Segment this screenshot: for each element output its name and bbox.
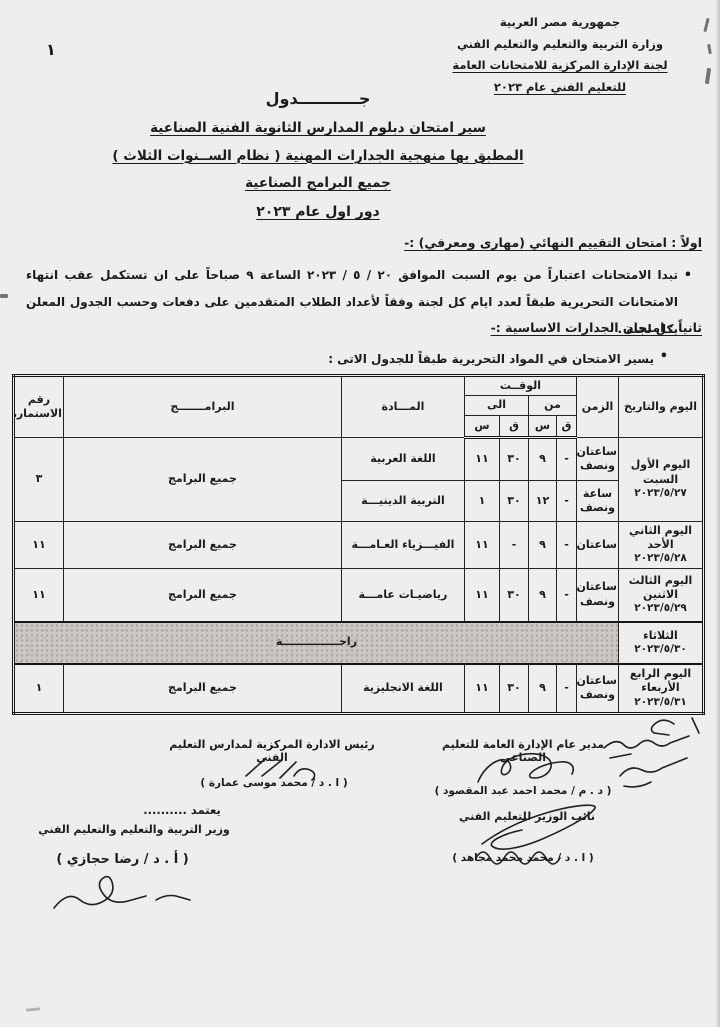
handwritten-signature-minister — [53, 875, 191, 909]
to-minutes-cell: ٣٠ — [499, 663, 529, 714]
col-header-from-minutes: ق — [556, 415, 577, 439]
handwritten-signature-director — [477, 752, 575, 783]
from-minutes-cell: - — [556, 568, 577, 622]
col-header-form-number: رقم الاستمارة — [12, 375, 64, 438]
to-hours-cell: ١١ — [463, 437, 501, 481]
col-header-subject: المـــادة — [340, 375, 465, 438]
title-line-programs: جميع البرامج الصناعية — [245, 175, 391, 192]
duration-cell: ساعتان — [576, 521, 619, 569]
day-date-cell: اليوم الثاني الأحد ٢٠٢٣/٥/٢٨ — [618, 521, 704, 569]
day-date-cell: اليوم الثالث الاثنين ٢٠٢٣/٥/٢٩ — [618, 568, 704, 622]
from-hours-cell: ١٢ — [528, 480, 557, 522]
col-header-to-hours: س — [463, 415, 501, 439]
title-schedule-word: جـــــــــــدول — [265, 89, 371, 108]
duration-cell: ساعتان ونصف — [576, 437, 619, 481]
scan-artifact — [0, 294, 8, 298]
handwritten-signature-amara — [245, 757, 316, 781]
signature-name-megahed: ( ا . د / محمد محمد مجاهد ) — [452, 852, 594, 864]
to-hours-cell: ١١ — [463, 568, 501, 622]
to-hours-cell: ١١ — [463, 521, 501, 569]
programs-cell: جميع البرامج — [62, 568, 342, 622]
day-date-cell: اليوم الرابع الأربعاء ٢٠٢٣/٥/٣١ — [618, 663, 704, 714]
from-minutes-cell: - — [556, 437, 577, 481]
day-date-cell: الثلاثاء ٢٠٢٣/٥/٣٠ — [618, 620, 704, 665]
form-number-cell: ٣ — [12, 437, 64, 522]
letterhead-ministry: وزارة التربية والتعليم والتعليم الفني — [456, 36, 664, 51]
col-header-time: الوقــت — [463, 375, 578, 396]
letterhead-year: للتعليم الفني عام ٢٠٢٣ — [493, 79, 627, 94]
form-number-cell: ١ — [12, 663, 64, 714]
form-number-cell: ١١ — [12, 521, 64, 569]
duration-cell: ساعة ونصف — [576, 480, 619, 522]
to-minutes-cell: ٣٠ — [499, 568, 529, 622]
letterhead-committee: لجنة الإدارة المركزية للامتحانات العامة — [452, 58, 668, 73]
rest-day-cell: راحـــــــــــــــة — [12, 620, 620, 665]
title-line-exam: سير امتحان دبلوم المدارس الثانوية الفنية… — [150, 120, 486, 136]
programs-cell: جميع البرامج — [62, 521, 342, 569]
from-minutes-cell: - — [556, 521, 577, 569]
title-line-methodology: المطبق بها منهجية الجدارات المهنية ( نظا… — [112, 147, 524, 164]
form-number-cell: ١١ — [12, 568, 64, 622]
handwritten-signature-deputy — [475, 804, 596, 865]
scan-artifact — [707, 43, 712, 55]
col-header-day-date: اليوم والتاريخ — [618, 375, 704, 438]
programs-cell: جميع البرامج — [62, 437, 342, 522]
subject-cell: التربية الدينيـــة — [340, 480, 465, 522]
signature-name-abdelmaksoud: ( د . م / محمد احمد عبد المقصود ) — [434, 785, 612, 797]
subject-cell: الفيـــزياء العـامـــة — [340, 521, 465, 569]
signature-name-hegazy: ( أ . د / رضا حجازي ) — [56, 852, 189, 867]
from-hours-cell: ٩ — [528, 568, 557, 622]
programs-cell: جميع البرامج — [62, 663, 342, 714]
from-hours-cell: ٩ — [528, 521, 557, 569]
duration-cell: ساعتان ونصف — [576, 663, 619, 714]
to-hours-cell: ١ — [463, 480, 501, 522]
from-hours-cell: ٩ — [528, 663, 557, 714]
letterhead-country: جمهورية مصر العربية — [499, 15, 621, 29]
page-number: ١ — [46, 40, 56, 59]
section-heading-core-competencies: ثانياً : امتحان الجدارات الاساسية :- — [490, 320, 702, 335]
signature-name-amara: ( ا . د / محمد موسى عمارة ) — [200, 777, 348, 789]
scan-artifact — [704, 67, 712, 85]
scan-edge-shade — [715, 0, 720, 1027]
exam-schedule-table: اليوم والتاريخ الزمن الوقــت المـــادة ا… — [11, 374, 705, 715]
document-title-block: جـــــــــــدول سير امتحان دبلوم المدارس… — [98, 89, 538, 227]
col-header-from: من — [528, 395, 577, 416]
col-header-to: الى — [463, 395, 530, 416]
subject-cell: رياضيـات عامـــة — [340, 568, 465, 622]
signature-title-deputy-minister: نائب الوزير للتعليم الفني — [459, 810, 595, 823]
col-header-programs: البرامـــــــج — [62, 375, 342, 438]
from-minutes-cell: - — [556, 663, 577, 714]
ministry-letterhead: جمهورية مصر العربية وزارة التربية والتعل… — [410, 12, 710, 98]
to-minutes-cell: - — [499, 521, 529, 569]
subject-cell: اللغة الانجليزية — [340, 663, 465, 714]
paragraph-exam-start: تبدا الامتحانات اعتباراً من يوم السبت ال… — [26, 268, 679, 336]
title-line-round: دور اول عام ٢٠٢٣ — [256, 204, 380, 221]
scan-artifact — [25, 1007, 41, 1012]
col-header-duration: الزمن — [576, 375, 619, 438]
section-heading-final-assessment: اولاً : امتحان التقييم النهائي (مهارى وم… — [404, 235, 702, 250]
signature-title-minister: وزير التربية والتعليم والتعليم الفني — [38, 823, 230, 836]
to-minutes-cell: ٣٠ — [499, 480, 529, 522]
duration-cell: ساعتان ونصف — [576, 568, 619, 622]
to-minutes-cell: ٣٠ — [499, 437, 529, 481]
col-header-to-minutes: ق — [499, 415, 529, 439]
day-date-cell: اليوم الأول السبت ٢٠٢٣/٥/٢٧ — [618, 437, 704, 522]
paragraph-written-subjects: يسير الامتحان في المواد التحريرية طبقاً … — [328, 352, 654, 366]
from-hours-cell: ٩ — [528, 437, 557, 481]
bullet-icon: • — [659, 349, 668, 364]
to-hours-cell: ١١ — [463, 663, 501, 714]
approval-line: يعتمد .......... — [143, 803, 221, 817]
handwritten-note — [603, 717, 700, 788]
col-header-from-hours: س — [528, 415, 557, 439]
bullet-icon: • — [683, 268, 692, 283]
subject-cell: اللغة العربية — [340, 437, 465, 481]
from-minutes-cell: - — [556, 480, 577, 522]
